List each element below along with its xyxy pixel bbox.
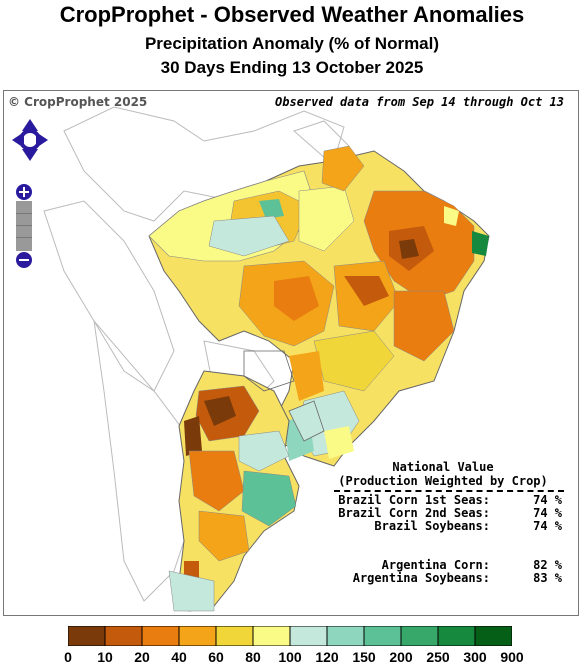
color-legend-ticks: 0 10 20 40 60 80 100 120 150 200 250 300 900 bbox=[0, 649, 584, 669]
copyright-label: © CropProphet 2025 bbox=[8, 95, 148, 109]
legend-tick-label: 80 bbox=[245, 649, 261, 665]
observed-period-note: Observed data from Sep 14 through Oct 13 bbox=[275, 95, 564, 109]
map-canvas[interactable] bbox=[4, 91, 578, 615]
national-value-row: Brazil Corn 1st Seas: 74 % bbox=[318, 494, 568, 507]
zoom-in-icon[interactable] bbox=[14, 183, 34, 206]
legend-tick-label: 250 bbox=[426, 649, 450, 665]
argentina-center-west bbox=[188, 450, 245, 512]
amazon-green-patch bbox=[259, 199, 284, 219]
national-value-row: Argentina Soybeans: 83 % bbox=[318, 572, 568, 585]
crop-label: Brazil Corn 2nd Seas: bbox=[338, 506, 490, 520]
national-value-spacer bbox=[318, 533, 568, 559]
amapa-region bbox=[321, 145, 365, 192]
legend-swatch bbox=[289, 626, 328, 646]
national-value-row: Brazil Corn 2nd Seas: 74 % bbox=[318, 507, 568, 520]
map-subtitle: Precipitation Anomaly (% of Normal) bbox=[144, 34, 440, 53]
legend-swatch bbox=[141, 626, 180, 646]
santa-catarina-patch bbox=[324, 426, 354, 459]
national-value-row: Brazil Soybeans: 74 % bbox=[318, 520, 568, 533]
crop-label: Argentina Soybeans: bbox=[352, 571, 490, 585]
legend-tick-label: 40 bbox=[171, 649, 187, 665]
legend-swatch bbox=[252, 626, 291, 646]
mato-grosso-dry-patch bbox=[274, 276, 319, 321]
map-period: 30 Days Ending 13 October 2025 bbox=[160, 58, 424, 77]
ceara-patch bbox=[444, 206, 459, 226]
legend-tick-label: 120 bbox=[315, 649, 339, 665]
crop-value: 74 % bbox=[533, 506, 562, 520]
legend-swatch bbox=[400, 626, 439, 646]
legend-swatch bbox=[104, 626, 143, 646]
zoom-out-icon[interactable] bbox=[14, 251, 34, 274]
national-value-panel: National Value (Production Weighted by C… bbox=[318, 460, 568, 585]
legend-swatch bbox=[178, 626, 217, 646]
legend-tick-label: 300 bbox=[463, 649, 487, 665]
national-value-heading: National Value bbox=[392, 460, 494, 474]
crop-value: 83 % bbox=[533, 571, 562, 585]
national-value-divider bbox=[334, 490, 564, 492]
pampas-wet-region bbox=[241, 470, 297, 527]
pan-control-icon[interactable] bbox=[10, 117, 50, 168]
precipitation-anomaly-map[interactable]: © CropProphet 2025 Observed data from Se… bbox=[3, 90, 579, 616]
legend-tick-label: 200 bbox=[389, 649, 413, 665]
page-title: CropProphet - Observed Weather Anomalies bbox=[59, 2, 525, 27]
argentina-south-central bbox=[198, 510, 250, 562]
mato-grosso-do-sul-region bbox=[289, 351, 324, 401]
argentina-northeast bbox=[238, 430, 290, 472]
legend-tick-label: 20 bbox=[134, 649, 150, 665]
uruguay-region bbox=[288, 400, 325, 442]
andes-dry-patch bbox=[184, 416, 202, 456]
legend-tick-label: 900 bbox=[500, 649, 524, 665]
legend-swatch bbox=[363, 626, 402, 646]
legend-tick-label: 150 bbox=[352, 649, 376, 665]
crop-label: Brazil Soybeans: bbox=[374, 519, 490, 533]
color-legend-bar bbox=[68, 626, 512, 646]
national-value-row: Argentina Corn: 82 % bbox=[318, 559, 568, 572]
legend-tick-label: 100 bbox=[278, 649, 302, 665]
amazon-teal-patch bbox=[208, 215, 290, 257]
paraguay-outline bbox=[243, 350, 295, 392]
minas-region bbox=[313, 330, 395, 392]
zoom-slider[interactable] bbox=[16, 201, 32, 256]
legend-swatch bbox=[437, 626, 476, 646]
legend-swatch bbox=[68, 626, 106, 646]
legend-tick-label: 0 bbox=[64, 649, 72, 665]
national-value-subheading: (Production Weighted by Crop) bbox=[338, 474, 548, 488]
legend-swatch bbox=[215, 626, 254, 646]
northeast-driest-patch bbox=[399, 239, 419, 259]
legend-swatch bbox=[326, 626, 365, 646]
patagonia-region bbox=[168, 570, 215, 612]
argentina-driest-patch bbox=[204, 396, 236, 426]
legend-swatch bbox=[474, 626, 512, 646]
legend-tick-label: 10 bbox=[97, 649, 113, 665]
crop-label: Brazil Corn 1st Seas: bbox=[338, 493, 490, 507]
crop-label: Argentina Corn: bbox=[381, 558, 490, 572]
goias-dry-patch bbox=[344, 276, 389, 306]
crop-value: 82 % bbox=[533, 558, 562, 572]
legend-tick-label: 60 bbox=[208, 649, 224, 665]
bahia-region bbox=[393, 290, 455, 362]
crop-value: 74 % bbox=[533, 493, 562, 507]
crop-value: 74 % bbox=[533, 519, 562, 533]
northeast-wet-coast bbox=[472, 231, 489, 256]
